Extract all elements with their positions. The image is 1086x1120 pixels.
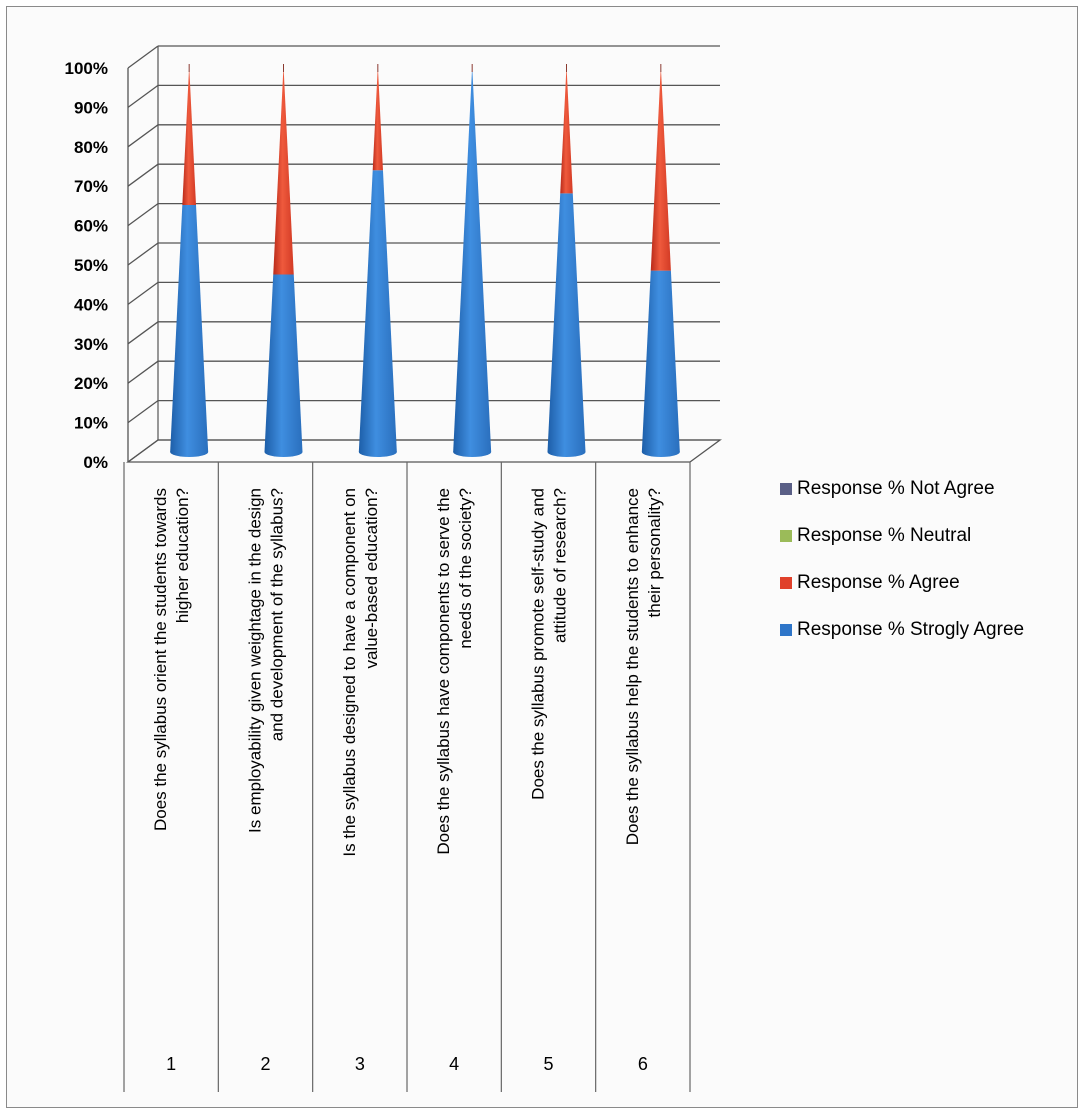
legend-label: Response % Strogly Agree [797, 619, 1024, 640]
category-index: 4 [449, 1054, 459, 1074]
cone-segment [453, 66, 492, 452]
category-label-line: and development of the syllabus? [268, 488, 287, 741]
cone-3 [358, 64, 397, 457]
cone-base [547, 447, 586, 457]
cone-base [453, 447, 492, 457]
y-tick-label: 90% [74, 98, 108, 117]
cone-segment [547, 193, 586, 452]
gridline-depth [127, 163, 159, 187]
cone-segment [650, 66, 671, 271]
category-label-1: Does the syllabus orient the students to… [151, 488, 192, 831]
category-label-line: their personality? [645, 488, 664, 617]
category-label-5: Does the syllabus promote self-study and… [529, 488, 570, 800]
legend-swatch [780, 483, 792, 495]
cone-2 [264, 64, 303, 457]
cone-6 [641, 64, 680, 457]
y-tick-label: 0% [83, 453, 108, 472]
cone-segment [560, 66, 573, 194]
category-label-line: value-based education? [362, 488, 381, 669]
category-label-4: Does the syllabus have components to ser… [434, 488, 475, 855]
category-label-line: needs of the society? [456, 488, 475, 649]
category-label-3: Is the syllabus designed to have a compo… [340, 488, 381, 857]
gridline-depth [127, 281, 159, 305]
y-tick-label: 20% [74, 374, 108, 393]
y-tick-label: 10% [74, 414, 108, 433]
cone-base [264, 447, 303, 457]
cone-segment [170, 204, 209, 452]
category-index: 2 [260, 1054, 270, 1074]
gridline-depth [127, 45, 159, 69]
cone-segment [641, 270, 680, 452]
gridlines [126, 45, 722, 463]
cone-base [358, 447, 397, 457]
cone-base [170, 447, 209, 457]
category-index: 5 [543, 1054, 553, 1074]
y-tick-label: 80% [74, 138, 108, 157]
category-label-6: Does the syllabus help the students to e… [623, 488, 664, 845]
category-label-line: Is employability given weightage in the … [246, 488, 265, 833]
cone-5 [547, 64, 586, 457]
cone-1 [170, 64, 209, 457]
legend: Response % Not Agree Response % Neutral Re… [780, 478, 1024, 640]
gridline-depth [127, 400, 159, 424]
gridline-depth [127, 321, 159, 345]
legend-swatch [780, 577, 792, 589]
gridline-depth [127, 242, 159, 266]
y-tick-label: 50% [74, 256, 108, 275]
gridline-depth [127, 124, 159, 148]
y-tick-label: 30% [74, 335, 108, 354]
category-index: 6 [638, 1054, 648, 1074]
cone-segment [182, 66, 197, 205]
category-index: 3 [355, 1054, 365, 1074]
cone-segment [372, 66, 383, 171]
chart-floor [126, 439, 722, 463]
gridline-depth [127, 360, 159, 384]
legend-label: Response % Neutral [797, 525, 971, 546]
cone-segment [264, 274, 303, 452]
y-tick-label: 70% [74, 177, 108, 196]
category-label-line: Does the syllabus have components to ser… [434, 488, 453, 855]
category-label-line: Does the syllabus orient the students to… [151, 488, 170, 831]
y-tick-label: 60% [74, 217, 108, 236]
y-tick-label: 40% [74, 295, 108, 314]
category-label-line: Is the syllabus designed to have a compo… [340, 488, 359, 857]
cones [170, 64, 680, 457]
y-tick-label: 100% [65, 59, 108, 78]
category-label-line: higher education? [173, 488, 192, 623]
legend-swatch [780, 624, 792, 636]
cone-segment [358, 170, 397, 452]
legend-label: Response % Agree [797, 572, 960, 593]
legend-swatch [780, 530, 792, 542]
category-index: 1 [166, 1054, 176, 1074]
gridline-depth [127, 84, 159, 108]
category-label-line: attitude of research? [551, 488, 570, 643]
cone-4 [453, 64, 492, 457]
legend-label: Response % Not Agree [797, 478, 995, 499]
category-label-line: Does the syllabus promote self-study and [529, 488, 548, 800]
category-table: Does the syllabus orient the students to… [123, 462, 691, 1092]
category-label-2: Is employability given weightage in the … [246, 488, 287, 833]
category-label-line: Does the syllabus help the students to e… [623, 488, 642, 845]
cone-base [641, 447, 680, 457]
cone-segment [273, 66, 294, 275]
gridline-depth [127, 203, 159, 227]
